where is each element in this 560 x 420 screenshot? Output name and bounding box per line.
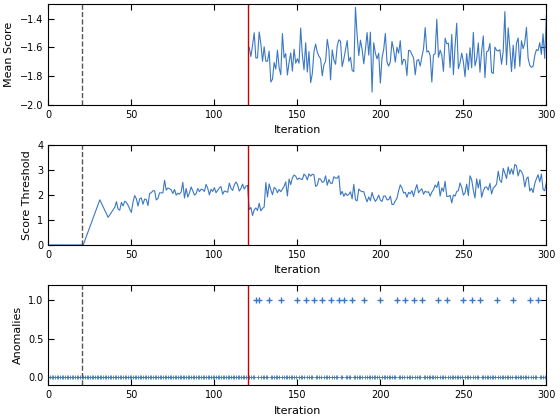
Y-axis label: Score Threshold: Score Threshold xyxy=(22,150,32,240)
Y-axis label: Anomalies: Anomalies xyxy=(12,306,22,364)
X-axis label: Iteration: Iteration xyxy=(274,125,321,135)
X-axis label: Iteration: Iteration xyxy=(274,265,321,276)
Y-axis label: Mean Score: Mean Score xyxy=(4,22,15,87)
X-axis label: Iteration: Iteration xyxy=(274,406,321,415)
